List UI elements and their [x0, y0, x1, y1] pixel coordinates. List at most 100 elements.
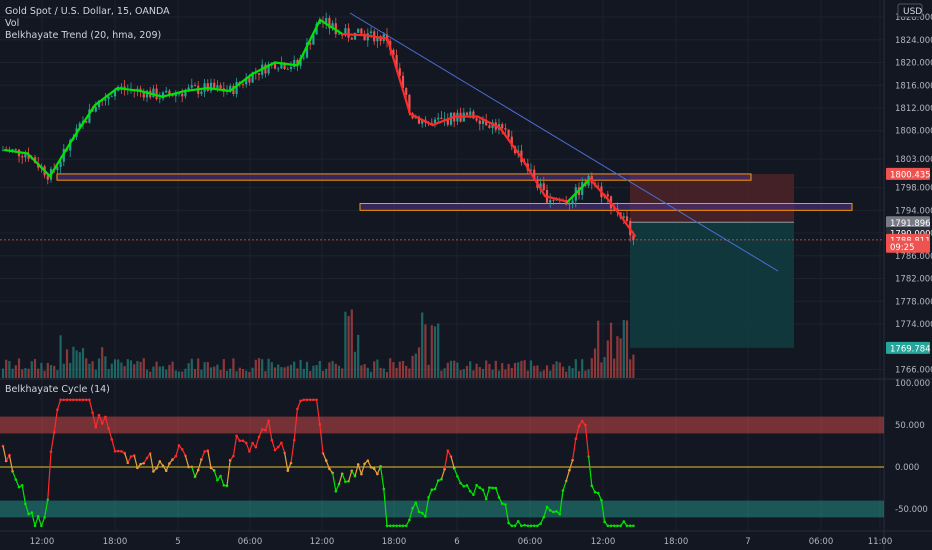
volume-bar: [126, 359, 129, 378]
candle-body: [24, 154, 27, 158]
cycle-segment: [341, 473, 346, 482]
volume-bar: [261, 359, 264, 378]
cycle-point: [113, 449, 117, 453]
volume-bar: [33, 359, 37, 378]
trendline[interactable]: [349, 12, 779, 272]
candle-body: [622, 216, 625, 218]
volume-bar: [296, 368, 299, 378]
candle-body: [21, 156, 24, 158]
cycle-segment: [380, 466, 385, 490]
volume-bar: [321, 370, 325, 378]
volume-bar: [609, 322, 613, 378]
trend-segment: [273, 61, 299, 67]
trend-segment: [476, 115, 502, 129]
cycle-segment: [108, 428, 113, 440]
volume-bar: [584, 370, 587, 378]
volume-bar: [517, 362, 520, 378]
time-tick-label: 11:00: [868, 537, 893, 547]
volume-bar: [11, 368, 14, 378]
cycle-segment: [357, 464, 362, 475]
cycle-segment: [322, 452, 327, 461]
cycle-segment: [354, 464, 359, 477]
cycle-segment: [485, 487, 490, 500]
currency-badge[interactable]: [897, 3, 923, 18]
volume-bar: [571, 368, 574, 378]
time-tick-label: 06:00: [809, 537, 834, 547]
candle-body: [337, 33, 341, 35]
price-tick-label: 1803.000: [895, 155, 932, 165]
candle-body: [347, 28, 350, 38]
trend-segment: [93, 87, 119, 107]
candle-body: [139, 88, 142, 92]
candle-body: [369, 31, 373, 34]
cycle-segment: [220, 475, 225, 486]
volume-bar: [478, 367, 481, 378]
candle-body: [504, 128, 507, 130]
candle-body: [481, 120, 485, 124]
volume-bar: [520, 360, 523, 378]
volume-bar: [401, 360, 405, 378]
trend-segment: [498, 126, 524, 161]
volume-bar: [283, 367, 286, 378]
cycle-segment: [575, 425, 580, 439]
time-tick-label: 7: [745, 537, 750, 547]
cycle-segment: [15, 479, 20, 488]
candle-body: [395, 55, 398, 69]
candle-body: [430, 122, 433, 124]
trend-segment: [386, 37, 412, 115]
cycle-segment: [287, 462, 292, 471]
candle-body: [283, 62, 286, 69]
volume-bar: [331, 360, 334, 378]
volume-bar: [309, 371, 312, 378]
volume-bar: [459, 370, 462, 378]
volume-bar: [110, 363, 113, 378]
volume-bar: [549, 370, 552, 378]
volume-bar: [312, 365, 315, 378]
volume-bar: [385, 371, 389, 378]
price-tick-label: 1766.000: [895, 365, 932, 375]
volume-bar: [533, 365, 536, 378]
cycle-segment: [453, 467, 458, 477]
candle-body: [94, 107, 97, 112]
volume-bar: [305, 361, 309, 378]
volume-bar: [277, 364, 280, 378]
cycle-segment: [444, 450, 449, 470]
cycle-segment: [319, 424, 324, 454]
symbol-title: Gold Spot / U.S. Dollar, 15, OANDA: [5, 6, 170, 17]
cycle-segment: [104, 416, 110, 429]
price-tick-label: 1812.000: [895, 104, 932, 114]
volume-bar: [225, 370, 229, 378]
volume-bar: [254, 359, 257, 378]
volume-bar: [104, 356, 107, 378]
candle-body: [280, 62, 283, 69]
cycle-tick-label: 0.000: [895, 463, 919, 473]
volume-bar: [472, 370, 475, 378]
candle-body: [229, 85, 232, 92]
volume-bar: [232, 358, 235, 378]
candle-body: [251, 72, 254, 83]
candle-body: [421, 119, 424, 124]
volume-bar: [235, 371, 238, 378]
volume-bar: [238, 367, 241, 378]
candle-body: [248, 77, 251, 83]
volume-bar: [430, 325, 433, 378]
cycle-segment: [428, 489, 433, 498]
supply-zone-upper: [56, 173, 752, 181]
cycle-segment: [175, 445, 180, 457]
candle-body: [353, 32, 357, 40]
candle-body: [171, 95, 174, 97]
cycle-segment: [98, 414, 103, 424]
volume-bar: [545, 365, 549, 378]
candle-body: [401, 75, 405, 89]
supply-zone-lower: [359, 202, 853, 211]
candle-body: [97, 100, 101, 108]
candle-body: [501, 124, 504, 129]
volume-bar: [49, 365, 53, 378]
volume-bar: [129, 360, 133, 378]
volume-bar: [222, 359, 225, 378]
candle-body: [302, 57, 305, 59]
drawn-trendline[interactable]: [349, 12, 779, 272]
candle-body: [286, 68, 289, 70]
volume-bar: [417, 347, 421, 378]
